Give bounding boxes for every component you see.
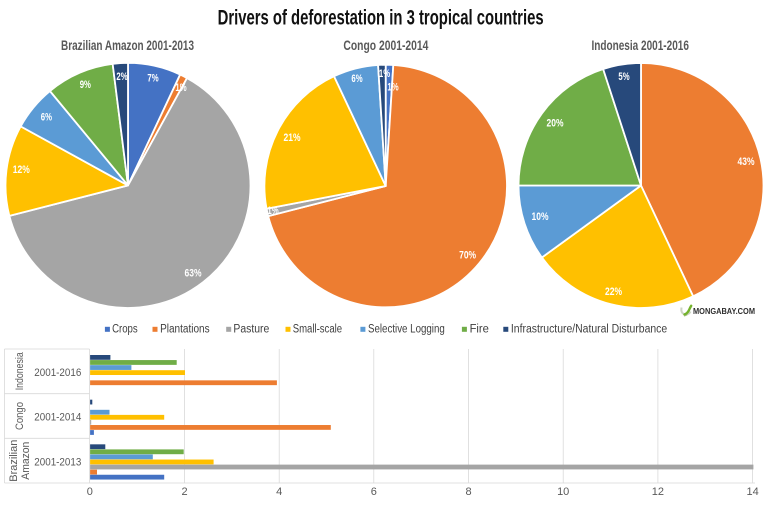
- svg-text:Fire: Fire: [470, 323, 489, 335]
- svg-text:8: 8: [465, 486, 471, 498]
- svg-text:7%: 7%: [147, 73, 158, 85]
- svg-text:2001-2014: 2001-2014: [34, 412, 81, 424]
- svg-text:1%: 1%: [267, 205, 278, 217]
- svg-text:9%: 9%: [80, 79, 91, 91]
- svg-text:Congo: Congo: [14, 402, 26, 430]
- svg-text:1%: 1%: [175, 82, 186, 94]
- svg-text:Drivers of deforestation in 3: Drivers of deforestation in 3 tropical c…: [218, 7, 544, 30]
- svg-text:63%: 63%: [185, 268, 202, 280]
- svg-text:Amazon: Amazon: [20, 442, 32, 480]
- svg-text:6%: 6%: [351, 73, 362, 85]
- svg-text:Brazilian: Brazilian: [8, 440, 20, 482]
- svg-text:70%: 70%: [459, 250, 476, 262]
- svg-text:Indonesia: Indonesia: [14, 352, 26, 391]
- svg-text:20%: 20%: [547, 118, 564, 130]
- svg-text:Small-scale: Small-scale: [293, 323, 342, 335]
- svg-text:10: 10: [557, 486, 569, 498]
- svg-text:4: 4: [276, 486, 282, 498]
- svg-text:1%: 1%: [379, 68, 390, 80]
- svg-text:2: 2: [181, 486, 187, 498]
- svg-text:12: 12: [652, 486, 664, 498]
- svg-text:Brazilian Amazon 2001-2013: Brazilian Amazon 2001-2013: [61, 37, 194, 53]
- svg-text:14: 14: [746, 486, 758, 498]
- svg-text:6: 6: [371, 486, 377, 498]
- svg-text:Selective Logging: Selective Logging: [368, 323, 445, 335]
- svg-text:22%: 22%: [605, 286, 622, 298]
- svg-text:0: 0: [87, 486, 93, 498]
- svg-text:Crops: Crops: [112, 323, 138, 335]
- svg-text:5%: 5%: [618, 71, 629, 83]
- svg-text:1%: 1%: [387, 82, 398, 94]
- svg-text:MONGABAY.COM: MONGABAY.COM: [693, 306, 755, 316]
- svg-text:Infrastructure/Natural Disturb: Infrastructure/Natural Disturbance: [511, 323, 667, 335]
- svg-text:2001-2016: 2001-2016: [34, 367, 81, 379]
- svg-text:Pasture: Pasture: [233, 323, 269, 335]
- svg-text:Congo 2001-2014: Congo 2001-2014: [343, 37, 428, 53]
- svg-text:10%: 10%: [532, 211, 549, 223]
- svg-text:2%: 2%: [116, 71, 127, 83]
- svg-text:Plantations: Plantations: [160, 323, 210, 335]
- svg-text:Indonesia 2001-2016: Indonesia 2001-2016: [591, 37, 689, 53]
- svg-text:6%: 6%: [41, 112, 52, 124]
- svg-text:21%: 21%: [284, 132, 301, 144]
- svg-text:43%: 43%: [738, 156, 755, 168]
- svg-text:2001-2013: 2001-2013: [34, 456, 81, 468]
- svg-text:12%: 12%: [13, 164, 30, 176]
